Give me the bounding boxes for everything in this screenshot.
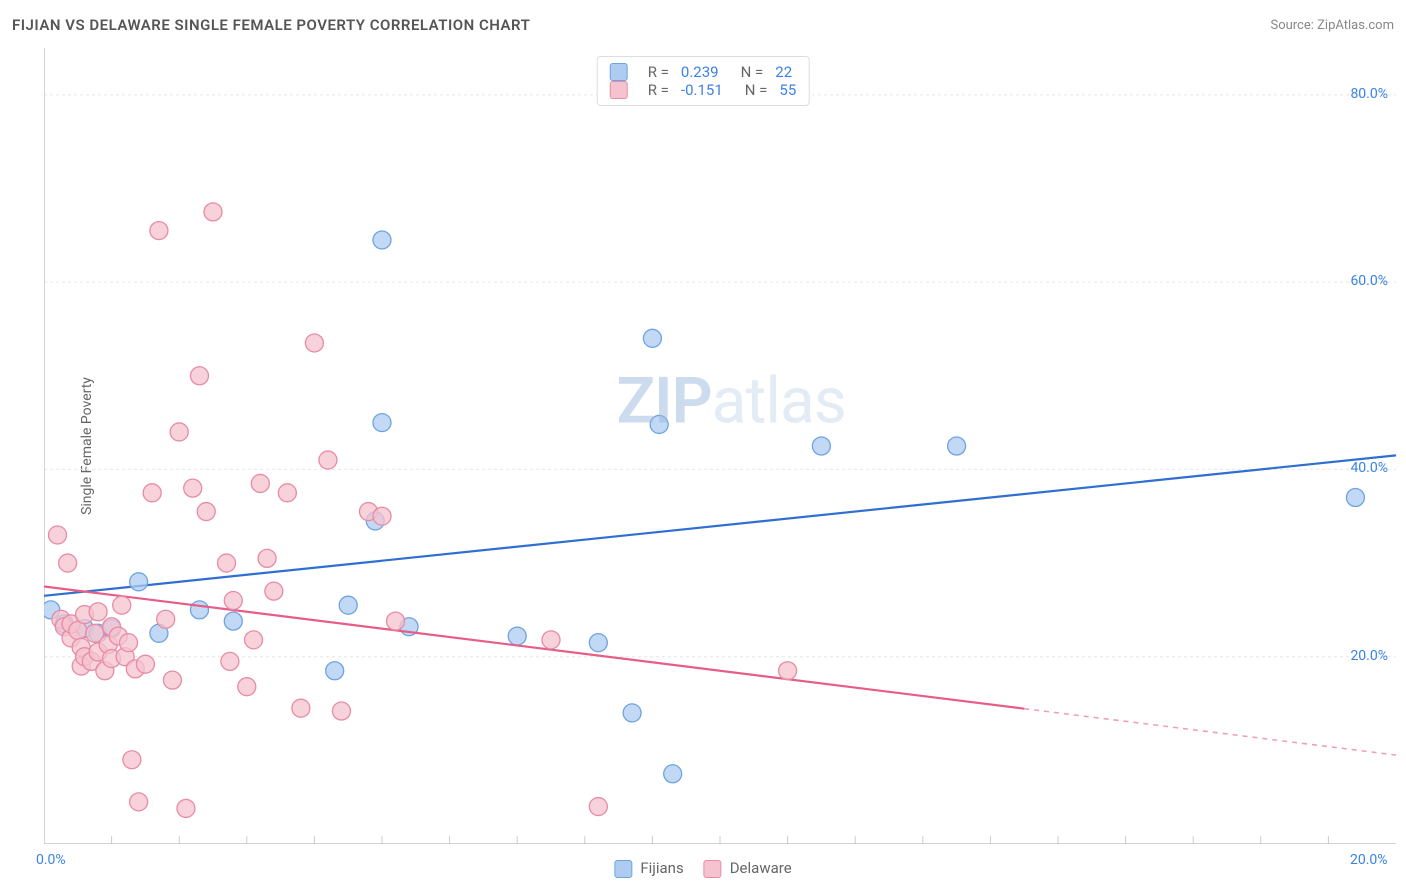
x-tick-label: 0.0% (36, 852, 66, 868)
x-tick-label: 20.0% (1350, 852, 1388, 868)
stat-row: R = 0.239N = 22 (610, 63, 797, 81)
scatter-chart (44, 48, 1396, 844)
stat-row: R = -0.151N = 55 (610, 81, 797, 99)
y-tick-label: 60.0% (1350, 273, 1388, 289)
legend-item: Fijians (614, 859, 683, 878)
y-tick-label: 20.0% (1350, 648, 1388, 664)
y-tick-label: 80.0% (1350, 86, 1388, 102)
correlation-stats-box: R = 0.239N = 22R = -0.151N = 55 (597, 56, 810, 106)
legend-item: Delaware (704, 859, 792, 878)
page-title: FIJIAN VS DELAWARE SINGLE FEMALE POVERTY… (12, 16, 530, 34)
y-tick-label: 40.0% (1350, 460, 1388, 476)
series-legend: Fijians Delaware (614, 859, 791, 878)
source-label: Source: ZipAtlas.com (1270, 18, 1394, 33)
